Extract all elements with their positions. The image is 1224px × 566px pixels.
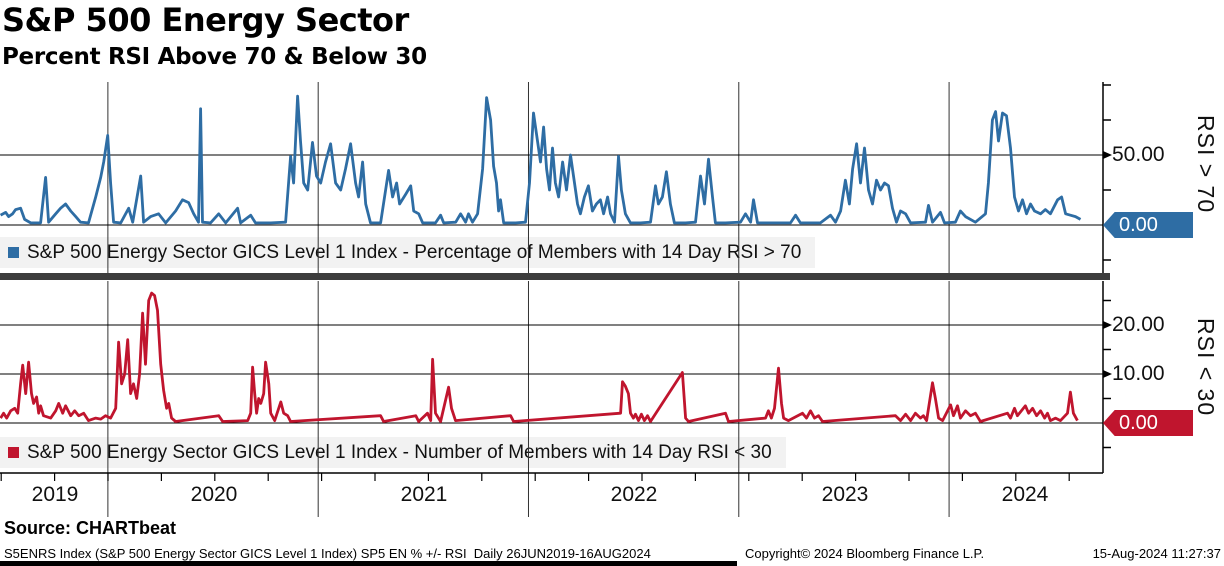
bottom-bar (0, 561, 737, 566)
footer-ticker-info: S5ENRS Index (S&P 500 Energy Sector GICS… (4, 546, 651, 561)
axis-label-rsi-above-70: RSI > 70 (1193, 115, 1219, 214)
legend-rsi-below-30-label: S&P 500 Energy Sector GICS Level 1 Index… (27, 441, 772, 463)
legend-rsi-above-70: S&P 500 Energy Sector GICS Level 1 Index… (0, 237, 816, 268)
xtick-2020: 2020 (190, 483, 238, 506)
rsi-below-30-plot[interactable] (0, 281, 1224, 521)
source-line: Source: CHARTbeat (4, 518, 177, 538)
ytick-label-20: 20.00 (1112, 313, 1165, 336)
legend-rsi-above-70-label: S&P 500 Energy Sector GICS Level 1 Index… (27, 241, 802, 263)
rsi-above-70-plot[interactable] (0, 82, 1224, 273)
xtick-2023: 2023 (821, 483, 869, 506)
legend-marker-blue (8, 247, 19, 258)
legend-rsi-below-30: S&P 500 Energy Sector GICS Level 1 Index… (0, 437, 786, 468)
xtick-2022: 2022 (610, 483, 658, 506)
axis-label-rsi-below-30: RSI < 30 (1193, 318, 1219, 417)
legend-marker-red (8, 447, 19, 458)
ytick-label-10: 10.00 (1112, 362, 1165, 385)
page-title: S&P 500 Energy Sector (2, 1, 409, 39)
panel-separator (0, 273, 1110, 280)
xtick-2024: 2024 (1001, 483, 1049, 506)
footer-timestamp: 15-Aug-2024 11:27:37 (1092, 546, 1221, 561)
ytick-label-50: 50.00 (1112, 143, 1165, 166)
last-value-bottom: 0.00 (1119, 412, 1158, 434)
last-value-badge-rsi-below-30: 0.00 (1103, 410, 1193, 436)
footer-copyright: Copyright© 2024 Bloomberg Finance L.P. (745, 546, 985, 561)
xtick-2021: 2021 (400, 483, 448, 506)
last-value-top: 0.00 (1119, 214, 1158, 236)
page-subtitle: Percent RSI Above 70 & Below 30 (2, 44, 427, 70)
last-value-badge-rsi-above-70: 0.00 (1103, 212, 1193, 238)
xtick-2019: 2019 (31, 483, 79, 506)
